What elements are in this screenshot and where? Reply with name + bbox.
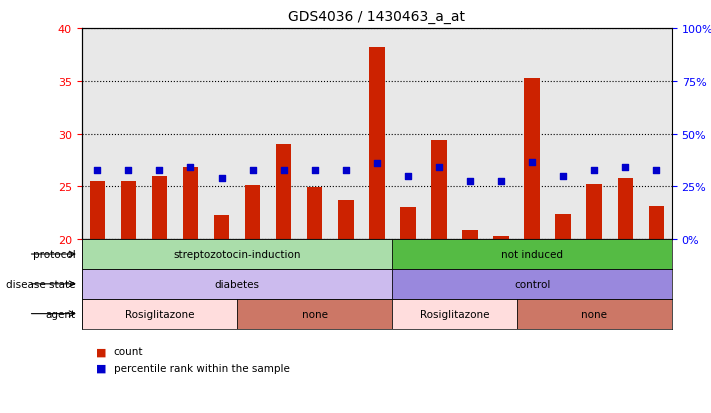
Bar (392, 240, 672, 269)
Text: ■: ■ (96, 363, 107, 373)
Text: percentile rank within the sample: percentile rank within the sample (114, 363, 289, 373)
Bar (214, 215, 229, 240)
Text: count: count (114, 347, 143, 356)
Point (92, 168, 103, 174)
Bar (369, 48, 385, 240)
Point (496, 178, 507, 185)
Point (247, 168, 258, 174)
Bar (82, 299, 237, 329)
Point (216, 175, 228, 182)
Text: not induced: not induced (501, 249, 563, 259)
Text: agent: agent (46, 309, 76, 319)
Bar (338, 201, 353, 240)
Text: protocol: protocol (33, 249, 76, 259)
Bar (151, 176, 167, 240)
Bar (648, 207, 664, 240)
Bar (400, 208, 416, 240)
Bar (493, 236, 509, 240)
Text: Rosiglitazone: Rosiglitazone (419, 309, 489, 319)
Text: streptozotocin-induction: streptozotocin-induction (173, 249, 301, 259)
Bar (524, 78, 540, 240)
Point (433, 165, 444, 171)
Point (619, 165, 631, 171)
Text: diabetes: diabetes (215, 279, 260, 289)
Text: ■: ■ (96, 347, 107, 356)
Bar (392, 269, 672, 299)
Point (651, 168, 662, 174)
Bar (183, 168, 198, 240)
Bar (618, 178, 633, 240)
Point (589, 168, 600, 174)
Point (557, 173, 569, 180)
Point (154, 168, 165, 174)
Text: Rosiglitazone: Rosiglitazone (124, 309, 194, 319)
Bar (307, 188, 323, 240)
Bar (237, 299, 392, 329)
Point (309, 168, 321, 174)
Text: disease state: disease state (6, 279, 76, 289)
Text: control: control (514, 279, 550, 289)
Bar (555, 214, 571, 240)
Point (526, 159, 538, 166)
Text: none: none (582, 309, 607, 319)
Bar (587, 185, 602, 240)
Point (123, 168, 134, 174)
Point (278, 168, 289, 174)
Bar (82, 269, 392, 299)
Bar (82, 240, 392, 269)
Point (402, 173, 414, 180)
Point (464, 178, 476, 185)
Bar (276, 145, 292, 240)
Bar (517, 299, 672, 329)
Bar (90, 182, 105, 240)
Bar (121, 182, 136, 240)
Point (340, 168, 351, 174)
Point (185, 165, 196, 171)
Text: none: none (301, 309, 328, 319)
Text: GDS4036 / 1430463_a_at: GDS4036 / 1430463_a_at (289, 10, 465, 24)
Bar (245, 186, 260, 240)
Bar (392, 299, 517, 329)
Point (371, 160, 383, 167)
Bar (462, 230, 478, 240)
Bar (431, 140, 447, 240)
